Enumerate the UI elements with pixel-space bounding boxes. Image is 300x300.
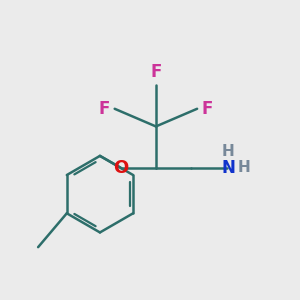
Text: O: O	[113, 159, 128, 177]
Text: F: F	[202, 100, 213, 118]
Text: F: F	[99, 100, 110, 118]
Text: H: H	[238, 160, 250, 175]
Text: N: N	[221, 159, 235, 177]
Text: F: F	[150, 63, 162, 81]
Text: H: H	[222, 144, 234, 159]
